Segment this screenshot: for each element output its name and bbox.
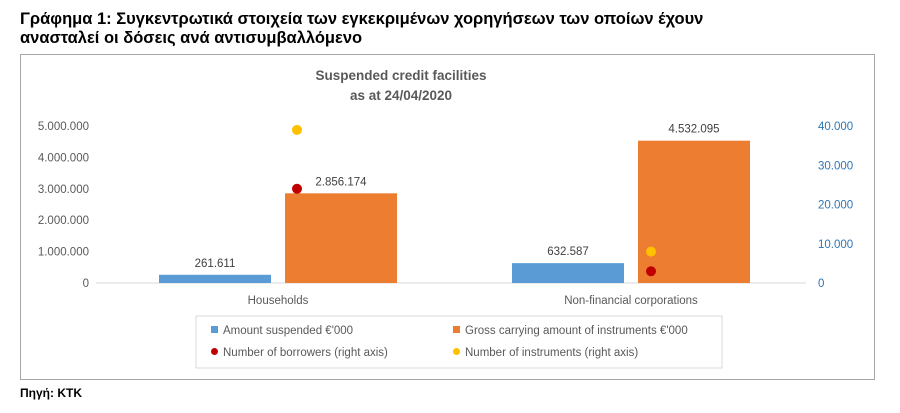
chart-subtitle: as at 24/04/2020 [350,88,452,103]
chart-heading: Γράφημα 1: Συγκεντρωτικά στοιχεία των εγ… [20,10,880,48]
right-axis-tick-label: 40.000 [818,121,853,133]
right-axis-tick-label: 0 [818,278,824,290]
legend: Amount suspended €'000 Gross carrying amo… [195,315,723,369]
right-axis-tick-label: 30.000 [818,160,853,172]
chart-heading-line-1: Γράφημα 1: Συγκεντρωτικά στοιχεία των εγ… [20,10,704,28]
legend-label: Number of borrowers (right axis) [223,347,388,359]
left-axis-tick-label: 3.000.000 [38,184,89,196]
category-label: Non-financial corporations [564,295,698,307]
legend-label: Amount suspended €'000 [223,325,353,337]
bar-data-label: 4.532.095 [668,124,719,136]
left-axis-tick-label: 1.000.000 [38,247,89,259]
bar-series: 261.611 632.587 2.856.174 4.532.095 [159,124,750,283]
bar-amount-suspended [512,263,624,283]
legend-label: Number of instruments (right axis) [465,347,638,359]
legend-marker [453,326,460,333]
right-axis-tick-label: 20.000 [818,200,853,212]
bar-gross-carrying-amount [638,140,750,283]
legend-marker [453,348,460,355]
bar-data-label: 632.587 [547,246,589,258]
left-axis-tick-label: 0 [83,278,89,290]
bar-data-label: 261.611 [195,258,236,270]
point-number-of-borrowers [292,183,302,194]
chart-svg: Suspended credit facilities as at 24/04/… [38,68,853,369]
legend-marker [211,348,218,355]
bar-data-label: 2.856.174 [315,176,367,188]
legend-marker [211,326,218,333]
point-number-of-borrowers [646,266,656,277]
point-number-of-instruments [646,246,656,257]
left-axis-tick-label: 4.000.000 [38,152,89,164]
point-series [292,124,656,277]
chart-title: Suspended credit facilities [315,68,486,83]
point-number-of-instruments [292,124,302,135]
chart-container: Suspended credit facilities as at 24/04/… [20,54,875,380]
right-axis-tick-label: 10.000 [818,239,853,251]
left-axis: 0 1.000.000 2.000.000 3.000.000 4.000.000 5.0… [38,121,89,290]
chart-heading-line-2: ανασταλεί οι δόσεις ανά αντισυμβαλλόμενο [20,29,363,47]
category-label: Households [248,295,309,307]
bar-gross-carrying-amount [285,193,397,283]
category-axis: Households Non-financial corporations [248,295,698,307]
legend-label: Gross carrying amount of instruments €'0… [465,325,688,337]
legend-box [195,315,723,369]
left-axis-tick-label: 5.000.000 [38,121,89,133]
bar-amount-suspended [159,274,271,283]
right-axis: 0 10.000 20.000 30.000 40.000 [818,121,853,290]
left-axis-tick-label: 2.000.000 [38,215,89,227]
source-note: Πηγή: ΚΤΚ [20,386,82,400]
